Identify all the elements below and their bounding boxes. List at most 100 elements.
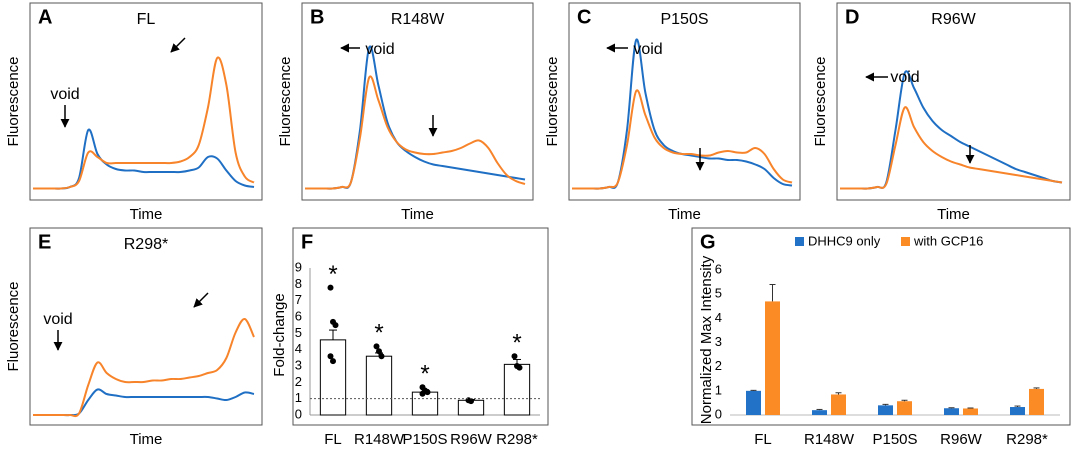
data-point bbox=[468, 398, 474, 405]
panel-label: C bbox=[577, 6, 591, 28]
trace bbox=[305, 75, 526, 190]
panel-label: B bbox=[310, 6, 324, 28]
trace bbox=[572, 89, 793, 190]
panel-title: R96W bbox=[931, 11, 976, 28]
significance: * bbox=[328, 261, 337, 288]
y-axis-label: Fluorescence bbox=[544, 56, 561, 146]
y-tick-label: 8 bbox=[295, 276, 302, 291]
annotation: void bbox=[50, 86, 79, 103]
y-tick-label: 3 bbox=[715, 334, 722, 349]
bar bbox=[503, 363, 531, 416]
x-axis-label: Time bbox=[130, 206, 163, 223]
x-tick-label: P150S bbox=[402, 431, 447, 448]
y-axis-label: Fluorescence bbox=[277, 56, 294, 146]
panel-label: F bbox=[301, 231, 313, 253]
y-tick-label: 6 bbox=[715, 261, 722, 276]
x-tick-label: R298* bbox=[1006, 431, 1048, 448]
y-axis-label: Fluorescence bbox=[812, 56, 829, 146]
x-tick-label: FL bbox=[324, 431, 342, 448]
significance: * bbox=[420, 361, 429, 388]
bar bbox=[878, 405, 893, 415]
y-tick-label: 1 bbox=[715, 382, 722, 397]
trace bbox=[572, 38, 793, 190]
panel-label: A bbox=[38, 6, 52, 28]
legend-label: DHHC9 only bbox=[808, 233, 881, 248]
bar bbox=[1010, 407, 1025, 415]
trace bbox=[33, 388, 255, 417]
trace bbox=[305, 45, 526, 190]
bar bbox=[831, 394, 846, 415]
bar bbox=[812, 410, 827, 415]
bar bbox=[963, 408, 978, 415]
panel-title: R148W bbox=[391, 11, 445, 28]
data-point bbox=[376, 348, 382, 355]
data-point bbox=[378, 353, 385, 360]
y-tick-label: 5 bbox=[715, 286, 722, 301]
data-point bbox=[332, 322, 339, 329]
panel-label: E bbox=[38, 231, 51, 253]
bar bbox=[897, 401, 912, 415]
y-tick-label: 0 bbox=[715, 406, 722, 421]
panel-frame bbox=[691, 227, 1071, 426]
panel-label: G bbox=[700, 231, 716, 253]
panel-frame bbox=[292, 227, 549, 426]
panel-frame bbox=[29, 2, 263, 201]
panel-frame bbox=[836, 2, 1071, 201]
x-tick-label: FL bbox=[754, 431, 772, 448]
panel-title: FL bbox=[137, 11, 156, 28]
trace bbox=[33, 56, 255, 190]
x-tick-label: R96W bbox=[940, 431, 983, 448]
y-axis-label: Fold-change bbox=[271, 293, 288, 376]
y-tick-label: 6 bbox=[295, 308, 302, 323]
annotation: void bbox=[890, 69, 919, 86]
annotation: void bbox=[365, 41, 394, 58]
trace bbox=[840, 70, 1063, 190]
y-tick-label: 7 bbox=[295, 292, 302, 307]
arrow bbox=[170, 37, 186, 53]
x-tick-label: R148W bbox=[354, 431, 405, 448]
data-point bbox=[327, 353, 334, 360]
y-tick-label: 3 bbox=[295, 357, 302, 372]
y-tick-label: 0 bbox=[295, 406, 302, 421]
x-axis-label: Time bbox=[130, 431, 163, 448]
x-axis-label: Time bbox=[937, 206, 970, 223]
y-axis-label: Fluorescence bbox=[5, 56, 22, 146]
panel-frame bbox=[568, 2, 801, 201]
legend-label: with GCP16 bbox=[913, 233, 983, 248]
arrow bbox=[193, 292, 209, 308]
x-axis-label: Time bbox=[668, 206, 701, 223]
y-tick-label: 2 bbox=[295, 374, 302, 389]
y-tick-label: 9 bbox=[295, 259, 302, 274]
trace bbox=[840, 106, 1063, 190]
panel-frame bbox=[29, 227, 263, 426]
y-tick-label: 4 bbox=[715, 310, 722, 325]
significance: * bbox=[374, 320, 383, 347]
y-tick-label: 4 bbox=[295, 341, 302, 356]
trace bbox=[33, 318, 255, 418]
x-tick-label: P150S bbox=[872, 431, 917, 448]
panel-label: D bbox=[845, 6, 859, 28]
y-tick-label: 1 bbox=[295, 390, 302, 405]
bar bbox=[765, 301, 780, 415]
annotation: void bbox=[43, 311, 72, 328]
data-point bbox=[330, 358, 336, 365]
data-point bbox=[419, 390, 426, 397]
y-axis-label: Fluorescence bbox=[5, 281, 22, 371]
bar bbox=[746, 390, 761, 415]
bar bbox=[1029, 388, 1044, 415]
data-point bbox=[373, 343, 380, 350]
panel-title: P150S bbox=[660, 11, 708, 28]
bar bbox=[365, 355, 393, 416]
x-tick-label: R96W bbox=[450, 431, 493, 448]
bar bbox=[319, 339, 347, 416]
y-tick-label: 5 bbox=[295, 325, 302, 340]
x-tick-label: R298* bbox=[496, 431, 538, 448]
data-point bbox=[327, 284, 334, 291]
y-axis-label: Normalized Max Intensity bbox=[698, 255, 715, 424]
x-tick-label: R148W bbox=[804, 431, 855, 448]
significance: * bbox=[512, 330, 521, 357]
bar bbox=[411, 391, 439, 416]
x-axis-label: Time bbox=[401, 206, 434, 223]
